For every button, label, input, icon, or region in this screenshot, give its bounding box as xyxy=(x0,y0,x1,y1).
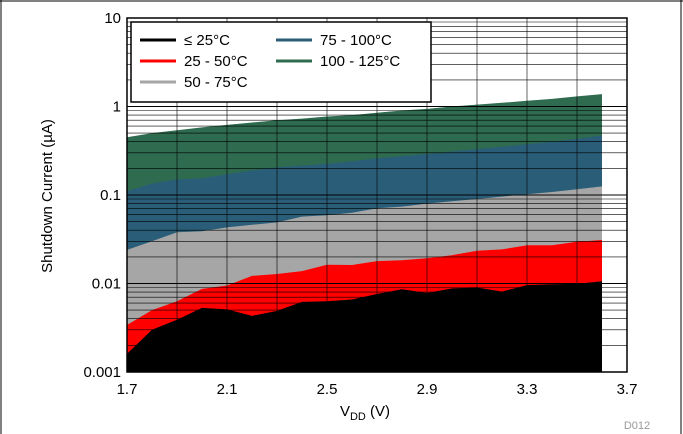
x-tick-label: 2.5 xyxy=(317,381,338,398)
figure-id: D012 xyxy=(624,420,650,432)
y-tick-label: 1 xyxy=(113,99,121,116)
y-tick-label: 0.001 xyxy=(83,364,121,381)
y-axis-label: Shutdown Current (µA) xyxy=(39,119,56,273)
y-tick-label: 0.01 xyxy=(92,276,121,293)
legend-entry-label: 25 - 50°C xyxy=(184,53,248,70)
x-tick-label: 1.7 xyxy=(117,381,138,398)
area-layers xyxy=(127,94,602,372)
y-tick-labels: 0.001 0.01 0.1 1 10 xyxy=(83,10,121,381)
legend-entry-label: ≤ 25°C xyxy=(184,32,230,49)
plot-border xyxy=(126,17,628,373)
y-tick-label: 0.1 xyxy=(100,187,121,204)
y-tick-label: 10 xyxy=(104,10,121,27)
x-tick-label: 2.9 xyxy=(417,381,438,398)
legend-entry-label: 75 - 100°C xyxy=(320,32,392,49)
x-tick-label: 2.1 xyxy=(217,381,238,398)
legend-entry-label: 100 - 125°C xyxy=(320,53,400,70)
area-series-0 xyxy=(127,281,602,372)
legend-entry-label: 50 - 75°C xyxy=(184,74,248,91)
legend: ≤ 25°C 25 - 50°C 50 - 75°C 75 - 100°C 100 - … xyxy=(130,21,432,103)
x-axis-label: VDD (V) xyxy=(340,403,390,423)
x-tick-labels: 1.7 2.1 2.5 2.9 3.3 3.7 xyxy=(117,381,638,398)
x-tick-label: 3.7 xyxy=(617,381,638,398)
x-tick-label: 3.3 xyxy=(517,381,538,398)
